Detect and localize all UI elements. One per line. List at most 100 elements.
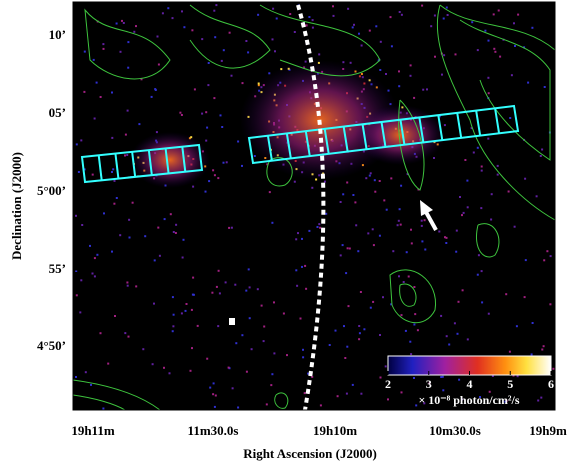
photon: [442, 376, 444, 378]
photon: [305, 24, 307, 26]
photon: [127, 67, 129, 69]
photon: [92, 273, 94, 275]
photon: [481, 301, 483, 303]
photon: [127, 285, 129, 287]
photon: [488, 40, 490, 42]
photon: [491, 193, 493, 195]
photon: [245, 290, 247, 292]
x-tick-label: 10m30.0s: [429, 423, 481, 438]
photon: [353, 24, 355, 26]
photon: [185, 310, 187, 312]
photon: [283, 313, 285, 315]
photon: [481, 270, 483, 272]
y-tick-label: 4°50’: [37, 338, 66, 353]
photon: [205, 140, 207, 142]
photon: [493, 13, 495, 15]
photon: [175, 224, 177, 226]
photon: [369, 175, 371, 177]
photon: [190, 370, 192, 372]
photon: [157, 36, 159, 38]
photon: [342, 244, 344, 246]
photon: [103, 212, 105, 214]
photon: [497, 165, 499, 167]
photon: [215, 4, 217, 6]
photon: [387, 398, 389, 400]
photon: [94, 257, 96, 259]
photon: [223, 49, 225, 51]
photon: [385, 73, 387, 75]
photon: [119, 234, 121, 236]
photon: [488, 313, 490, 315]
photon: [494, 51, 496, 53]
figure: 19h11m11m30.0s19h10m10m30.0s19h9m10’05’5…: [0, 0, 577, 466]
photon: [274, 50, 276, 52]
photon: [220, 114, 222, 116]
photon: [443, 54, 445, 56]
photon: [398, 220, 400, 222]
photon: [76, 143, 78, 145]
photon: [232, 387, 234, 389]
photon: [447, 14, 449, 16]
photon: [237, 407, 239, 409]
photon: [191, 29, 193, 31]
photon: [102, 43, 104, 45]
photon: [359, 332, 361, 334]
photon: [295, 238, 297, 240]
photon: [175, 232, 177, 234]
photon: [446, 335, 448, 337]
photon: [318, 53, 320, 55]
photon: [201, 38, 203, 40]
photon: [383, 199, 385, 201]
photon: [162, 12, 164, 14]
photon: [543, 259, 545, 261]
photon: [295, 269, 297, 271]
photon: [477, 147, 479, 149]
colorbar-tick-label: 6: [548, 377, 554, 391]
photon: [212, 169, 214, 171]
photon: [154, 259, 156, 261]
photon: [454, 322, 456, 324]
photon: [543, 345, 545, 347]
photon: [113, 203, 115, 205]
photon: [446, 7, 448, 9]
photon: [360, 393, 362, 395]
photon: [445, 242, 447, 244]
photon: [390, 177, 392, 179]
photon: [400, 185, 402, 187]
photon: [248, 268, 250, 270]
photon: [289, 13, 291, 15]
photon: [443, 18, 445, 20]
photon: [511, 74, 513, 76]
photon: [399, 11, 401, 13]
photon: [228, 227, 230, 229]
photon: [373, 244, 375, 246]
photon: [158, 64, 160, 66]
photon: [297, 232, 299, 234]
photon: [114, 315, 116, 317]
photon: [219, 292, 221, 294]
colorbar-tick-label: 4: [467, 377, 473, 391]
photon: [498, 10, 500, 12]
photon: [296, 285, 298, 287]
photon: [192, 277, 194, 279]
y-tick-label: 10’: [49, 27, 66, 42]
photon: [273, 301, 275, 303]
photon: [111, 137, 113, 139]
photon: [401, 314, 403, 316]
colorbar-label: × 10⁻⁸ photon/cm²/s: [418, 393, 519, 407]
photon: [413, 377, 415, 379]
photon: [263, 326, 265, 328]
photon: [246, 371, 248, 373]
photon: [350, 62, 352, 64]
photon: [532, 322, 534, 324]
photon: [320, 404, 322, 406]
photon: [513, 22, 515, 24]
photon: [516, 325, 518, 327]
photon: [192, 294, 194, 296]
photon: [206, 358, 208, 360]
photon: [329, 344, 331, 346]
photon: [421, 240, 423, 242]
photon: [214, 406, 216, 408]
photon: [457, 333, 459, 335]
photon: [363, 328, 365, 330]
